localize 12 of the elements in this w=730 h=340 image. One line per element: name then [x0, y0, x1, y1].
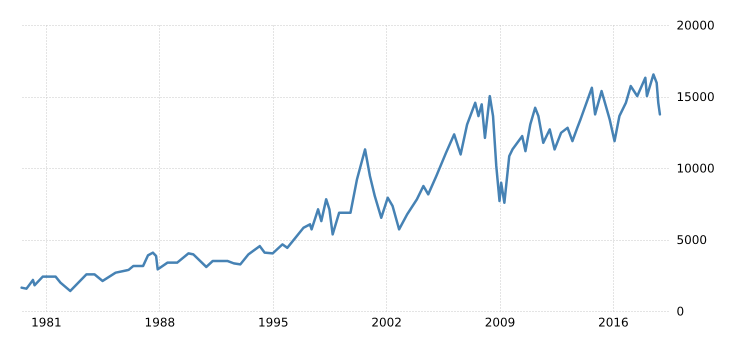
x-tick-label: 2009	[484, 316, 516, 330]
x-tick-label: 1995	[258, 316, 288, 330]
line-series	[20, 73, 662, 292]
y-tick-label: 0	[676, 304, 684, 318]
x-tick-label: 2016	[598, 316, 629, 330]
y-tick-label: 20000	[676, 18, 715, 32]
y-tick-label: 10000	[676, 162, 715, 176]
y-tick-label: 5000	[676, 233, 708, 247]
y-tick-label: 15000	[676, 90, 715, 104]
x-tick-label: 1981	[31, 316, 62, 330]
x-tick-label: 1988	[144, 316, 176, 330]
x-tick-label: 2002	[371, 316, 402, 330]
